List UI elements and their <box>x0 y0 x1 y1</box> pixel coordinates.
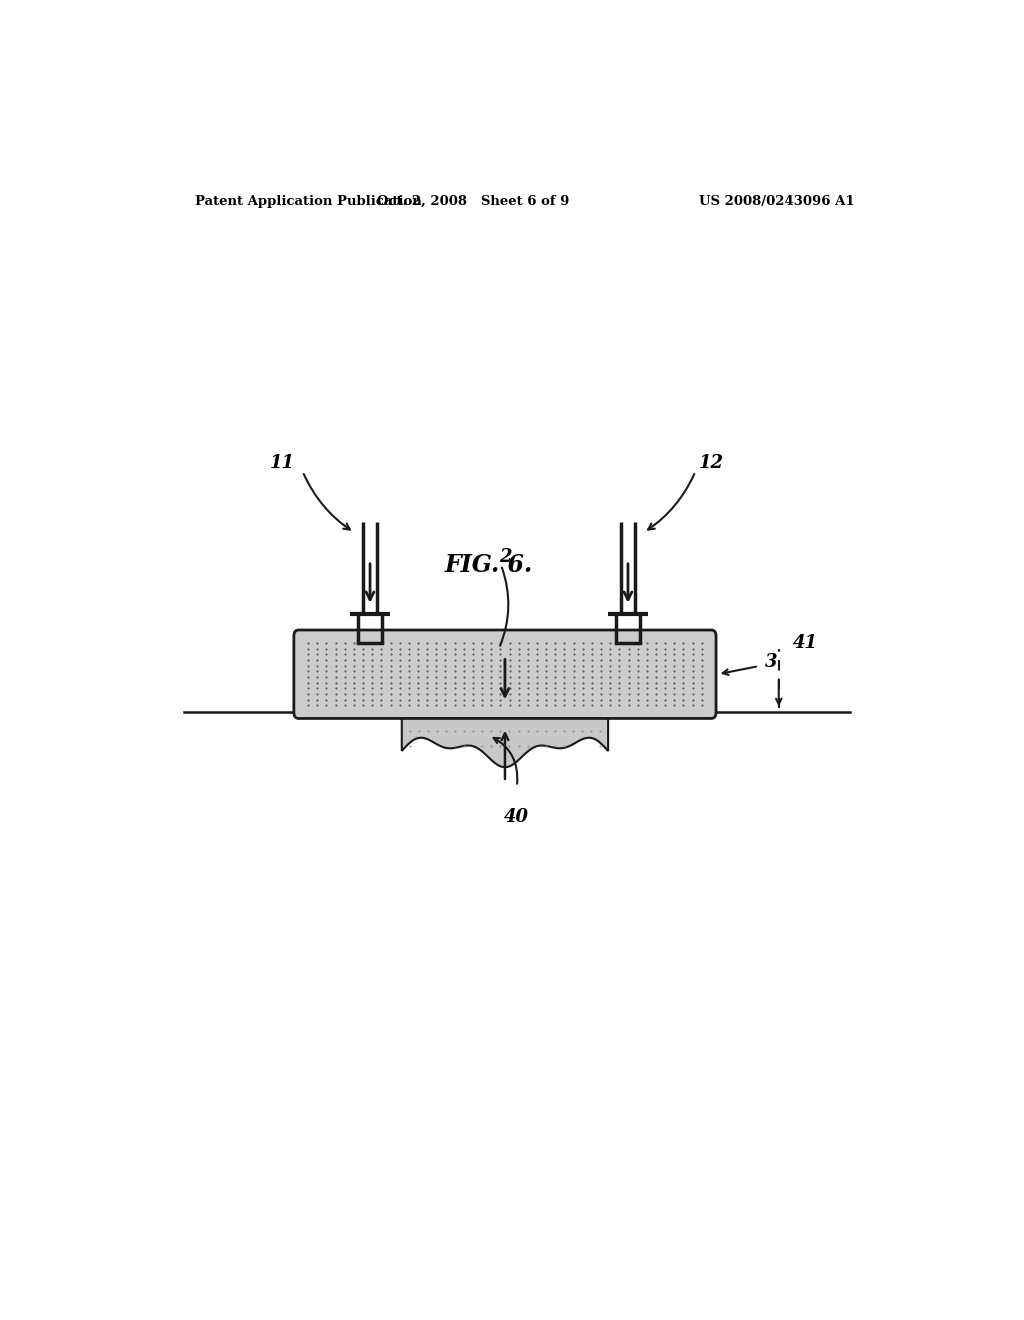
Text: FIG. 6.: FIG. 6. <box>445 553 534 577</box>
Text: 3: 3 <box>765 653 777 671</box>
Text: 40: 40 <box>505 808 529 826</box>
Text: 12: 12 <box>698 454 724 473</box>
Text: 11: 11 <box>270 454 295 473</box>
Text: Patent Application Publication: Patent Application Publication <box>196 194 422 207</box>
FancyBboxPatch shape <box>294 630 716 718</box>
Polygon shape <box>401 713 608 767</box>
Text: 2: 2 <box>499 548 511 566</box>
Text: 41: 41 <box>793 634 817 652</box>
Text: US 2008/0243096 A1: US 2008/0243096 A1 <box>698 194 854 207</box>
Text: Oct. 2, 2008   Sheet 6 of 9: Oct. 2, 2008 Sheet 6 of 9 <box>377 194 569 207</box>
